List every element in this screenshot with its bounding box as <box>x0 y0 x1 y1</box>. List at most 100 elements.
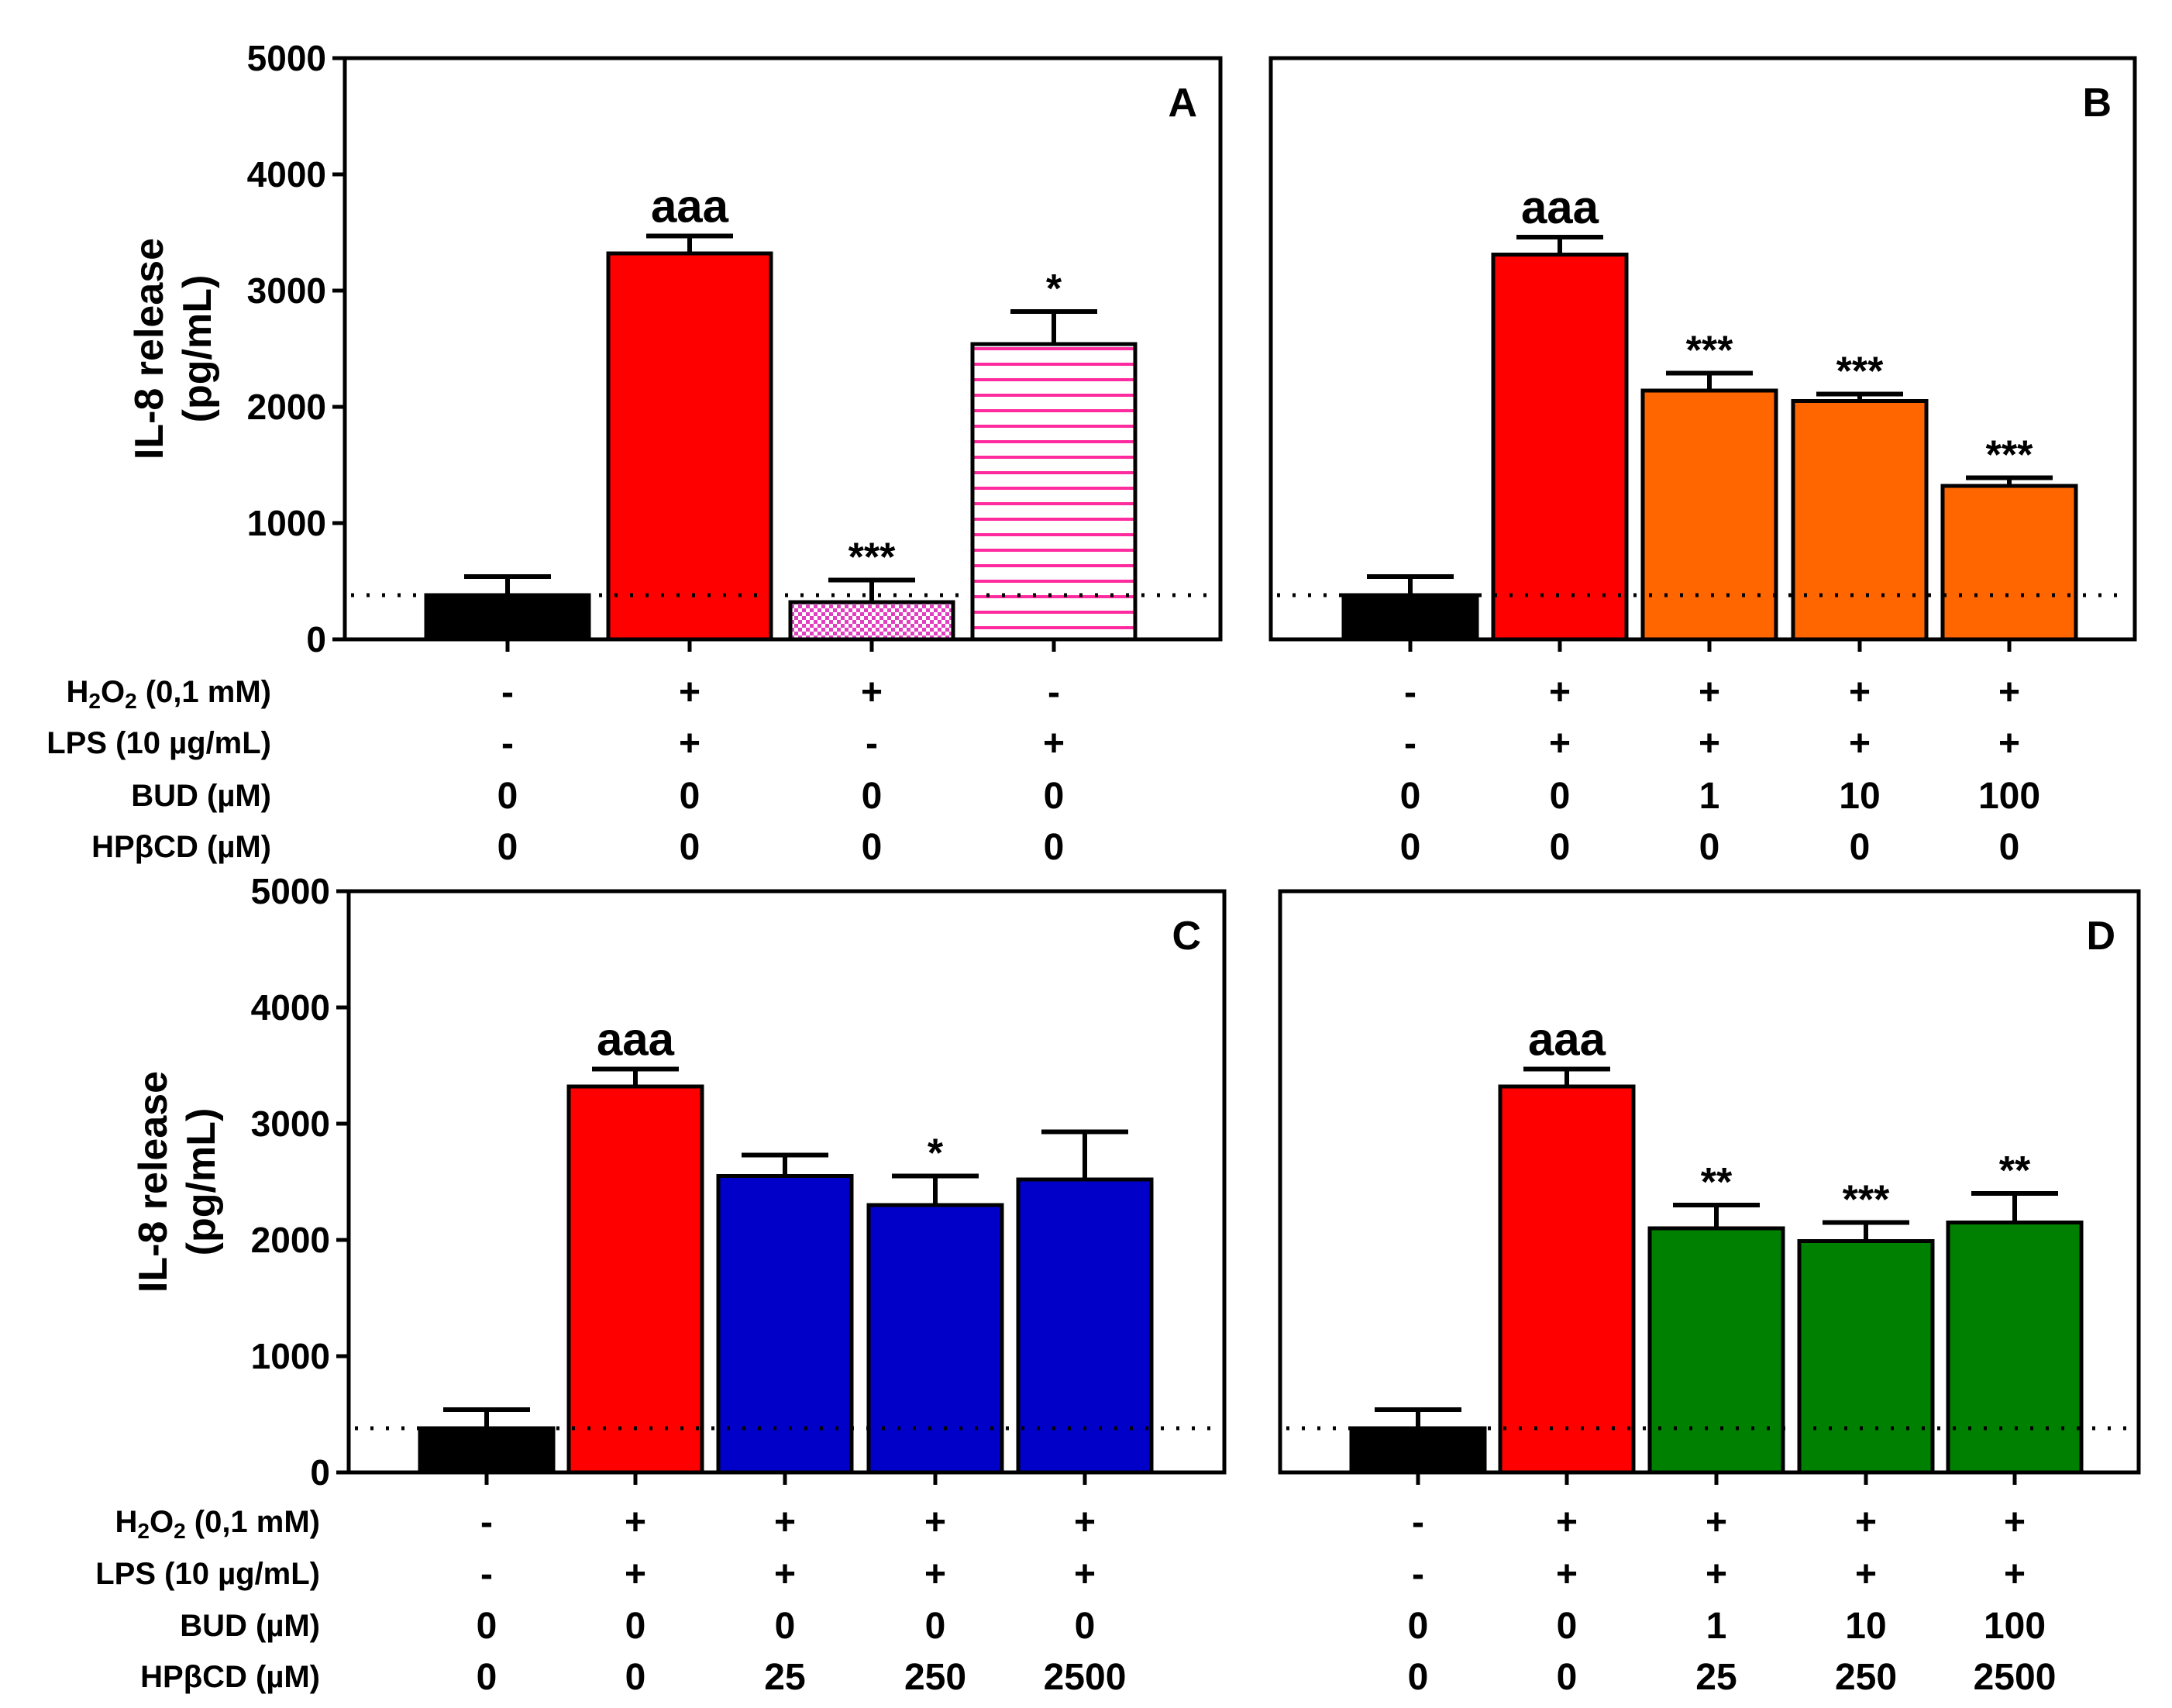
bar <box>1341 593 1479 642</box>
bar <box>566 1084 704 1475</box>
condition-value: - <box>480 1554 493 1595</box>
bar <box>1016 1177 1154 1475</box>
condition-value: - <box>1412 1502 1424 1543</box>
condition-value: + <box>1706 1554 1727 1595</box>
condition-value: 0 <box>1550 776 1571 817</box>
y-tick-label: 4000 <box>247 154 326 195</box>
condition-value: 0 <box>862 827 883 868</box>
condition-value: 0 <box>625 1657 646 1698</box>
y-tick-label: 4000 <box>251 987 330 1028</box>
condition-value: 0 <box>497 776 518 817</box>
significance-label: *** <box>848 535 896 580</box>
bar <box>1498 1084 1636 1475</box>
condition-label: HPβCD (µM) <box>140 1660 320 1694</box>
condition-value: + <box>1998 672 2020 713</box>
condition-value: - <box>866 723 878 764</box>
significance-label: aaa <box>651 181 729 232</box>
significance-label: *** <box>1686 329 1733 374</box>
bar <box>424 593 591 642</box>
condition-value: + <box>625 1554 646 1595</box>
condition-value: + <box>1556 1554 1578 1595</box>
condition-value: + <box>1849 672 1871 713</box>
condition-value: 0 <box>1699 827 1720 868</box>
condition-value: 0 <box>680 776 700 817</box>
condition-value: + <box>625 1502 646 1543</box>
panel-letter: C <box>1172 914 1201 959</box>
condition-value: + <box>1556 1502 1578 1543</box>
bar <box>866 1203 1004 1475</box>
significance-label: *** <box>1986 433 2033 478</box>
condition-value: 0 <box>1850 827 1871 868</box>
y-tick-label: 0 <box>310 1452 330 1493</box>
y-tick-label: 1000 <box>251 1336 330 1376</box>
condition-value: + <box>861 672 883 713</box>
condition-value: - <box>1404 723 1416 764</box>
condition-value: 10 <box>1839 776 1880 817</box>
panel-letter: D <box>2086 914 2115 959</box>
condition-value: + <box>924 1502 946 1543</box>
bar <box>606 251 773 642</box>
condition-value: 0 <box>1044 827 1065 868</box>
y-tick-label: 2000 <box>251 1220 330 1260</box>
condition-value: + <box>2004 1554 2026 1595</box>
significance-label: * <box>1046 267 1062 312</box>
condition-label: H2O2 (0,1 mM) <box>66 675 271 713</box>
condition-value: + <box>1549 723 1571 764</box>
condition-value: 0 <box>1999 827 2020 868</box>
y-tick-label: 2000 <box>247 387 326 427</box>
condition-label: LPS (10 µg/mL) <box>95 1557 320 1591</box>
condition-value: - <box>1048 672 1060 713</box>
condition-value: + <box>1855 1554 1877 1595</box>
panel-c: 0 1000 2000 3000 4000 5000 IL-8 release(pg/mL)… <box>95 871 1227 1698</box>
condition-value: 250 <box>904 1657 966 1698</box>
condition-value: + <box>774 1554 796 1595</box>
condition-value: + <box>1706 1502 1727 1543</box>
condition-value: + <box>1699 723 1720 764</box>
condition-value: 0 <box>1408 1657 1429 1698</box>
bar <box>1491 253 1629 642</box>
condition-value: 25 <box>1695 1657 1737 1698</box>
condition-value: + <box>1998 723 2020 764</box>
condition-value: 0 <box>1557 1606 1578 1647</box>
y-tick-label: 5000 <box>251 871 330 911</box>
condition-value: 0 <box>1400 776 1421 817</box>
significance-label: * <box>928 1131 944 1176</box>
condition-value: 0 <box>1400 827 1421 868</box>
condition-value: - <box>480 1502 493 1543</box>
panel-a: 0 1000 2000 3000 4000 5000 IL-8 release(pg/mL)… <box>46 38 1223 868</box>
bar <box>1946 1221 2084 1475</box>
condition-value: 1 <box>1706 1606 1727 1647</box>
condition-label: BUD (µM) <box>131 779 271 813</box>
condition-value: 0 <box>862 776 883 817</box>
bar <box>1797 1239 1935 1475</box>
significance-label: *** <box>1843 1178 1890 1223</box>
bar <box>716 1174 854 1475</box>
condition-value: + <box>1855 1502 1877 1543</box>
condition-value: 0 <box>1550 827 1571 868</box>
condition-value: + <box>924 1554 946 1595</box>
bar <box>1940 484 2078 642</box>
condition-value: 100 <box>1978 776 2040 817</box>
significance-label: aaa <box>1521 181 1599 233</box>
condition-value: 100 <box>1984 1606 2046 1647</box>
y-axis-label: IL-8 release(pg/mL) <box>127 238 220 460</box>
condition-value: 0 <box>477 1606 497 1647</box>
panel-letter: B <box>2082 81 2112 126</box>
condition-value: + <box>2004 1502 2026 1543</box>
condition-value: 0 <box>1408 1606 1429 1647</box>
condition-value: + <box>1074 1554 1096 1595</box>
significance-label: *** <box>1836 350 1884 394</box>
y-tick-label: 5000 <box>247 38 326 78</box>
condition-value: 250 <box>1835 1657 1897 1698</box>
bar <box>1647 1226 1785 1475</box>
bar <box>1349 1426 1487 1475</box>
condition-value: - <box>1404 672 1416 713</box>
bar <box>418 1426 556 1475</box>
y-tick-label: 0 <box>306 619 326 659</box>
condition-value: + <box>1043 723 1065 764</box>
significance-label: ** <box>1999 1148 2031 1193</box>
bar <box>1640 388 1778 642</box>
